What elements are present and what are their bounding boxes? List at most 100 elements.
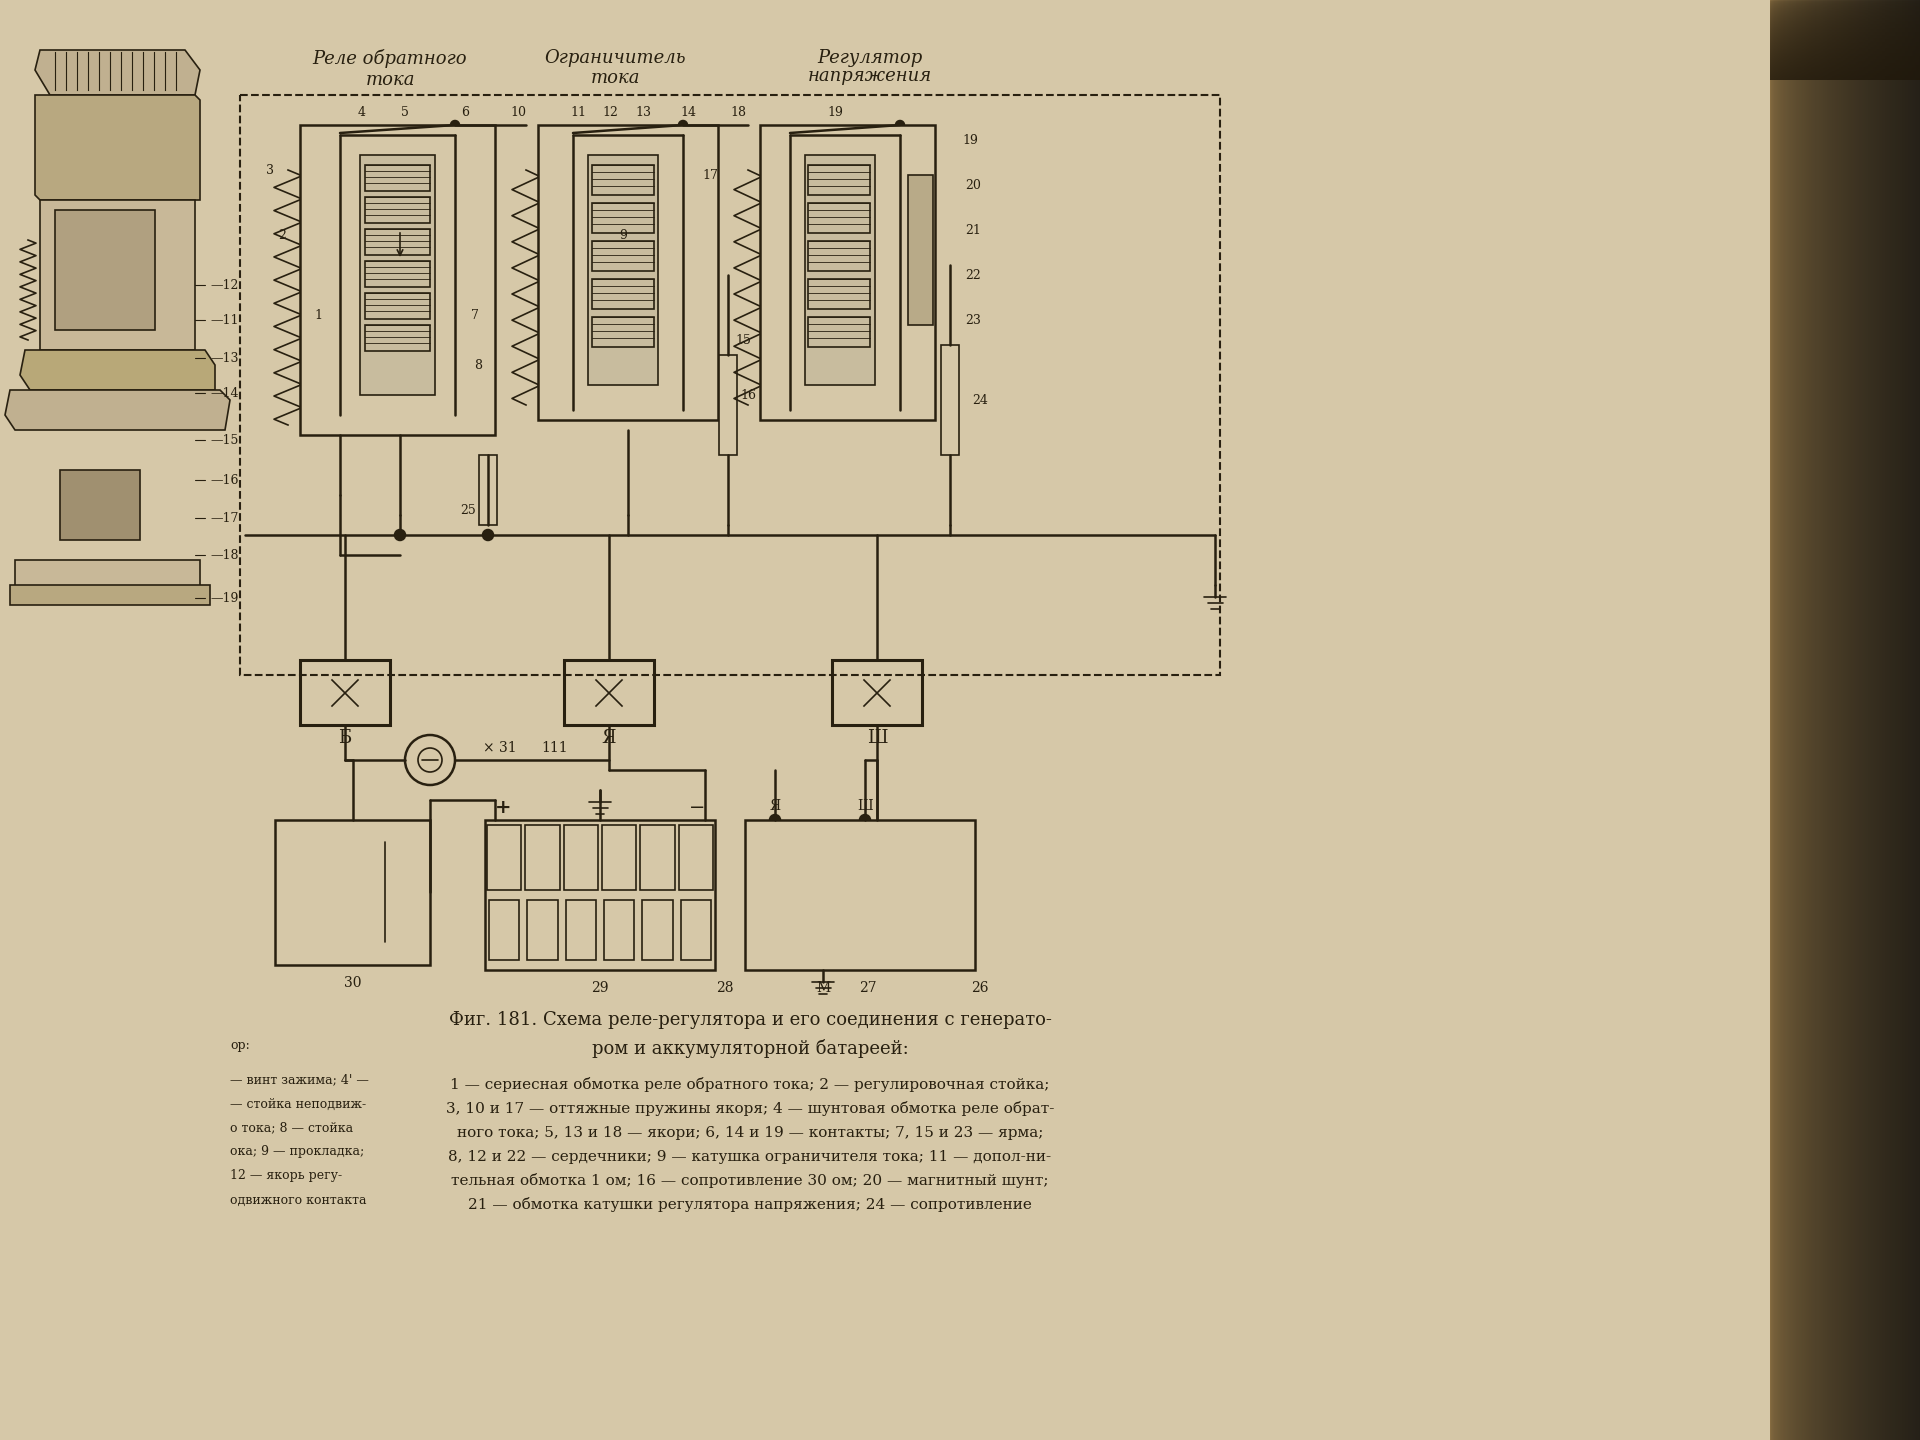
Text: 5: 5: [401, 105, 409, 118]
Text: 3: 3: [267, 164, 275, 177]
Text: 9: 9: [618, 229, 628, 242]
Circle shape: [856, 672, 897, 713]
Text: 4: 4: [357, 105, 367, 118]
Text: 21: 21: [966, 223, 981, 236]
Text: Фиг. 181. Схема реле-регулятора и его соединения с генерато-: Фиг. 181. Схема реле-регулятора и его со…: [449, 1011, 1052, 1030]
Text: 3, 10 и 17 — оттяжные пружины якоря; 4 — шунтовая обмотка реле обрат-: 3, 10 и 17 — оттяжные пружины якоря; 4 —…: [445, 1102, 1054, 1116]
Bar: [365, 197, 430, 223]
Bar: [478, 455, 497, 526]
Bar: [745, 819, 975, 971]
Text: 19: 19: [828, 105, 843, 118]
Bar: [10, 585, 209, 605]
Text: напряжения: напряжения: [808, 68, 931, 85]
Bar: [605, 900, 634, 960]
Text: 21 — обмотка катушки регулятора напряжения; 24 — сопротивление: 21 — обмотка катушки регулятора напряжен…: [468, 1198, 1031, 1212]
Text: ром и аккумуляторной батареей:: ром и аккумуляторной батареей:: [591, 1038, 908, 1057]
Circle shape: [770, 815, 780, 825]
Text: Регулятор: Регулятор: [818, 49, 924, 68]
Text: одвижного контакта: одвижного контакта: [230, 1194, 367, 1207]
Bar: [603, 825, 636, 890]
Polygon shape: [19, 350, 215, 390]
Text: 22: 22: [966, 268, 981, 281]
Text: 24: 24: [972, 393, 989, 406]
Bar: [808, 203, 870, 233]
Bar: [831, 660, 922, 724]
Text: 16: 16: [739, 389, 756, 402]
Text: 28: 28: [716, 981, 733, 995]
Bar: [678, 825, 712, 890]
Text: Я: Я: [770, 799, 781, 814]
Text: ока; 9 — прокладка;: ока; 9 — прокладка;: [230, 1145, 365, 1159]
Text: Ш: Ш: [866, 729, 887, 747]
Bar: [528, 900, 557, 960]
Text: Ш: Ш: [856, 799, 874, 814]
Bar: [15, 560, 200, 590]
Text: —15: —15: [209, 433, 238, 446]
Text: 1: 1: [315, 308, 323, 321]
Text: +: +: [495, 799, 511, 816]
Text: —19: —19: [209, 592, 238, 605]
Text: —13: —13: [209, 351, 238, 364]
Text: ор:: ор:: [230, 1038, 250, 1051]
Bar: [526, 825, 559, 890]
Text: 30: 30: [344, 976, 361, 991]
Text: Б: Б: [338, 729, 351, 747]
Bar: [365, 261, 430, 287]
Circle shape: [396, 400, 403, 409]
Text: 12: 12: [603, 105, 618, 118]
Bar: [300, 125, 495, 435]
Text: 15: 15: [735, 334, 751, 347]
Text: 25: 25: [461, 504, 476, 517]
Text: 18: 18: [730, 105, 747, 118]
Bar: [641, 825, 674, 890]
Text: −: −: [689, 799, 705, 816]
Circle shape: [451, 121, 459, 130]
Text: 29: 29: [591, 981, 609, 995]
Bar: [808, 279, 870, 310]
Text: —12: —12: [209, 278, 238, 291]
Bar: [365, 292, 430, 320]
Bar: [591, 203, 655, 233]
Text: 26: 26: [972, 981, 989, 995]
Text: 111: 111: [541, 742, 568, 755]
Text: 6: 6: [461, 105, 468, 118]
Bar: [808, 166, 870, 194]
Bar: [365, 166, 430, 192]
Bar: [643, 900, 672, 960]
Text: —16: —16: [209, 474, 238, 487]
Bar: [361, 156, 436, 395]
Polygon shape: [35, 95, 200, 200]
Polygon shape: [40, 200, 196, 350]
Bar: [682, 900, 710, 960]
Bar: [566, 900, 595, 960]
Text: — винт зажима; 4' —: — винт зажима; 4' —: [230, 1073, 369, 1087]
Text: 1 — сериесная обмотка реле обратного тока; 2 — регулировочная стойка;: 1 — сериесная обмотка реле обратного ток…: [451, 1077, 1050, 1093]
Text: 12 — якорь регу-: 12 — якорь регу-: [230, 1169, 342, 1182]
Circle shape: [396, 530, 405, 540]
Text: —18: —18: [209, 549, 238, 562]
Polygon shape: [6, 390, 230, 431]
Polygon shape: [35, 50, 200, 95]
Bar: [591, 240, 655, 271]
Text: —14: —14: [209, 386, 238, 399]
Circle shape: [589, 672, 630, 713]
Text: Ограничитель: Ограничитель: [543, 49, 685, 68]
Bar: [365, 325, 430, 351]
Bar: [56, 210, 156, 330]
Bar: [60, 469, 140, 540]
Bar: [591, 166, 655, 194]
Bar: [275, 819, 430, 965]
Bar: [488, 825, 522, 890]
Text: 13: 13: [636, 105, 651, 118]
Bar: [240, 95, 1219, 675]
Text: × 31: × 31: [484, 742, 516, 755]
Bar: [300, 660, 390, 724]
Text: —11: —11: [209, 314, 238, 327]
Bar: [564, 660, 655, 724]
Circle shape: [860, 815, 870, 825]
Text: 7: 7: [470, 308, 478, 321]
Bar: [486, 819, 714, 971]
Circle shape: [484, 530, 493, 540]
Text: 27: 27: [858, 981, 877, 995]
Text: М: М: [816, 981, 829, 995]
